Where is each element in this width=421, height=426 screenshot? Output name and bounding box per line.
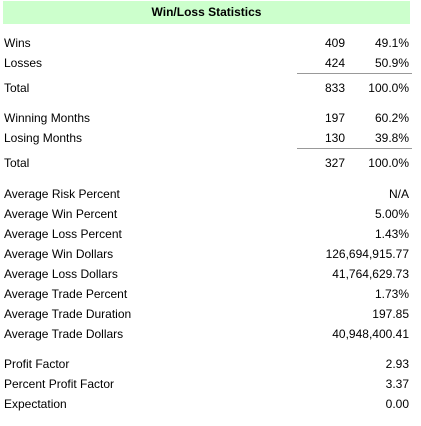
- trades-total-row: Total 833 100.0%: [0, 78, 421, 98]
- average-trade-duration-row: Average Trade Duration 197.85: [0, 304, 421, 324]
- row-value: 197.85: [372, 307, 409, 321]
- row-count: 130: [324, 131, 345, 145]
- row-value: 0.00: [385, 397, 409, 411]
- row-label: Losing Months: [4, 131, 83, 145]
- row-label: Losses: [4, 56, 43, 70]
- row-label: Average Loss Dollars: [4, 267, 118, 281]
- row-label: Average Trade Percent: [4, 287, 128, 301]
- row-label: Winning Months: [4, 111, 91, 125]
- percent-profit-factor-row: Percent Profit Factor 3.37: [0, 374, 421, 394]
- row-percent: 100.0%: [368, 156, 409, 170]
- profit-factor-row: Profit Factor 2.93: [0, 354, 421, 374]
- months-total-row: Total 327 100.0%: [0, 153, 421, 173]
- row-value: 40,948,400.41: [332, 327, 409, 341]
- row-percent: 60.2%: [374, 111, 409, 125]
- row-value: 1.73%: [374, 287, 409, 301]
- losing-months-row: Losing Months 130 39.8%: [0, 128, 421, 148]
- row-value: 5.00%: [374, 207, 409, 221]
- row-label: Average Win Dollars: [4, 247, 114, 261]
- row-label: Average Loss Percent: [4, 227, 122, 241]
- row-count: 833: [324, 81, 345, 95]
- expectation-row: Expectation 0.00: [0, 394, 421, 414]
- winning-months-row: Winning Months 197 60.2%: [0, 108, 421, 128]
- row-percent: 39.8%: [374, 131, 409, 145]
- row-label: Average Risk Percent: [4, 187, 120, 201]
- row-label: Total: [4, 156, 30, 170]
- row-value: N/A: [388, 187, 409, 201]
- row-label: Average Win Percent: [4, 207, 118, 221]
- row-label: Average Trade Dollars: [4, 327, 124, 341]
- row-count: 197: [324, 111, 345, 125]
- row-label: Wins: [4, 36, 31, 50]
- row-count: 409: [324, 36, 345, 50]
- wins-row: Wins 409 49.1%: [0, 33, 421, 53]
- row-count: 327: [324, 156, 345, 170]
- losses-row: Losses 424 50.9%: [0, 53, 421, 73]
- average-trade-percent-row: Average Trade Percent 1.73%: [0, 284, 421, 304]
- row-value: 2.93: [385, 357, 409, 371]
- row-value: 126,694,915.77: [325, 247, 409, 261]
- row-label: Total: [4, 81, 30, 95]
- row-label: Percent Profit Factor: [4, 377, 115, 391]
- average-loss-dollars-row: Average Loss Dollars 41,764,629.73: [0, 264, 421, 284]
- row-label: Profit Factor: [4, 357, 70, 371]
- row-value: 1.43%: [374, 227, 409, 241]
- row-count: 424: [324, 56, 345, 70]
- total-divider: [297, 148, 412, 149]
- row-value: 3.37: [385, 377, 409, 391]
- row-percent: 50.9%: [374, 56, 409, 70]
- average-trade-dollars-row: Average Trade Dollars 40,948,400.41: [0, 324, 421, 344]
- average-win-percent-row: Average Win Percent 5.00%: [0, 204, 421, 224]
- average-loss-percent-row: Average Loss Percent 1.43%: [0, 224, 421, 244]
- average-risk-percent-row: Average Risk Percent N/A: [0, 184, 421, 204]
- table-title: Win/Loss Statistics: [3, 1, 410, 24]
- row-percent: 49.1%: [374, 36, 409, 50]
- average-win-dollars-row: Average Win Dollars 126,694,915.77: [0, 244, 421, 264]
- row-value: 41,764,629.73: [332, 267, 409, 281]
- total-divider: [297, 73, 412, 74]
- row-percent: 100.0%: [368, 81, 409, 95]
- row-label: Average Trade Duration: [4, 307, 132, 321]
- row-label: Expectation: [4, 397, 67, 411]
